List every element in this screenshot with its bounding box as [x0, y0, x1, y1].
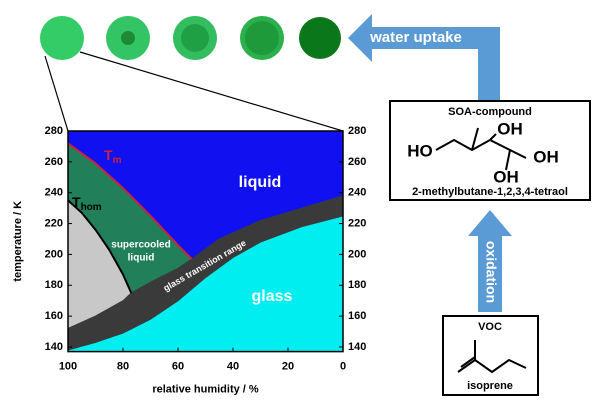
y-tick-label: 180 — [45, 279, 63, 291]
zoom-line — [79, 51, 344, 132]
series-label: Thom — [72, 194, 102, 213]
glass-transition-lower — [67, 215, 344, 351]
boundary-line — [67, 142, 193, 260]
y-tick-label: 200 — [45, 248, 63, 260]
x-tick-label: 100 — [59, 361, 77, 373]
series-name: T — [72, 194, 81, 210]
y-axis-label: temperature / K — [12, 201, 24, 282]
y2-tick-label: 280 — [348, 125, 366, 137]
group: OH — [493, 167, 519, 186]
region-label: glass — [252, 288, 293, 305]
structure — [435, 127, 527, 171]
arrow — [348, 14, 500, 100]
x-tick-label: 80 — [117, 361, 129, 373]
series-name: T — [104, 147, 113, 163]
droplets — [40, 16, 341, 60]
droplet-core — [181, 24, 209, 52]
bond — [435, 138, 527, 159]
series-subscript: m — [113, 155, 122, 166]
group: HO — [407, 141, 433, 160]
y-tick-label: 220 — [45, 217, 63, 229]
x-tick-label: 20 — [282, 361, 294, 373]
group: OH — [497, 119, 523, 138]
zoom-line — [44, 55, 69, 132]
region-glass — [68, 215, 343, 352]
bond — [471, 127, 479, 151]
y-tick-label: 280 — [45, 125, 63, 137]
y2-tick-label: 200 — [348, 248, 366, 260]
box-title: VOC — [478, 321, 502, 333]
group: OH — [533, 147, 559, 166]
region-label: liquid — [128, 253, 155, 264]
y2-tick-label: 180 — [348, 279, 366, 291]
y-tick-label: 260 — [45, 156, 63, 168]
y2-tick-label: 220 — [348, 217, 366, 229]
plot-frame — [67, 130, 344, 353]
region-label: liquid — [239, 174, 282, 191]
y2-tick-label: 240 — [348, 187, 366, 199]
y2-tick-label: 260 — [348, 156, 366, 168]
compound-name: 2-methylbutane-1,2,3,4-tetraol — [412, 186, 568, 198]
arrow — [468, 210, 512, 312]
voc-box — [442, 315, 539, 396]
y2-tick-label: 160 — [348, 310, 366, 322]
y-tick-label: 160 — [45, 310, 63, 322]
arrow-label: water uptake — [369, 29, 462, 46]
droplet — [299, 17, 341, 59]
compound-name: isoprene — [467, 380, 513, 392]
y-tick-label: 140 — [45, 341, 63, 353]
box-title: SOA-compound — [448, 106, 532, 118]
region-glass-transition — [68, 195, 343, 351]
bond — [489, 133, 497, 141]
structure — [457, 340, 527, 374]
x-tick-label: 0 — [340, 361, 346, 373]
arrow-label: oxidation — [483, 241, 499, 303]
bond — [457, 358, 527, 374]
droplet-core — [245, 21, 279, 55]
region-label: supercooled — [111, 240, 170, 251]
x-tick-label: 60 — [172, 361, 184, 373]
y2-tick-label: 140 — [348, 341, 366, 353]
y-tick-label: 240 — [45, 187, 63, 199]
bond — [505, 149, 511, 171]
bond — [460, 356, 476, 368]
glass-transition-upper — [67, 195, 344, 329]
droplet-core — [121, 31, 135, 45]
soa-box — [389, 100, 591, 201]
droplet — [40, 16, 84, 60]
x-axis-label: relative humidity / % — [152, 384, 259, 396]
series-label: Tm — [104, 147, 122, 166]
boundary-line — [67, 199, 133, 294]
series-subscript: hom — [81, 202, 102, 213]
x-tick-label: 40 — [227, 361, 239, 373]
